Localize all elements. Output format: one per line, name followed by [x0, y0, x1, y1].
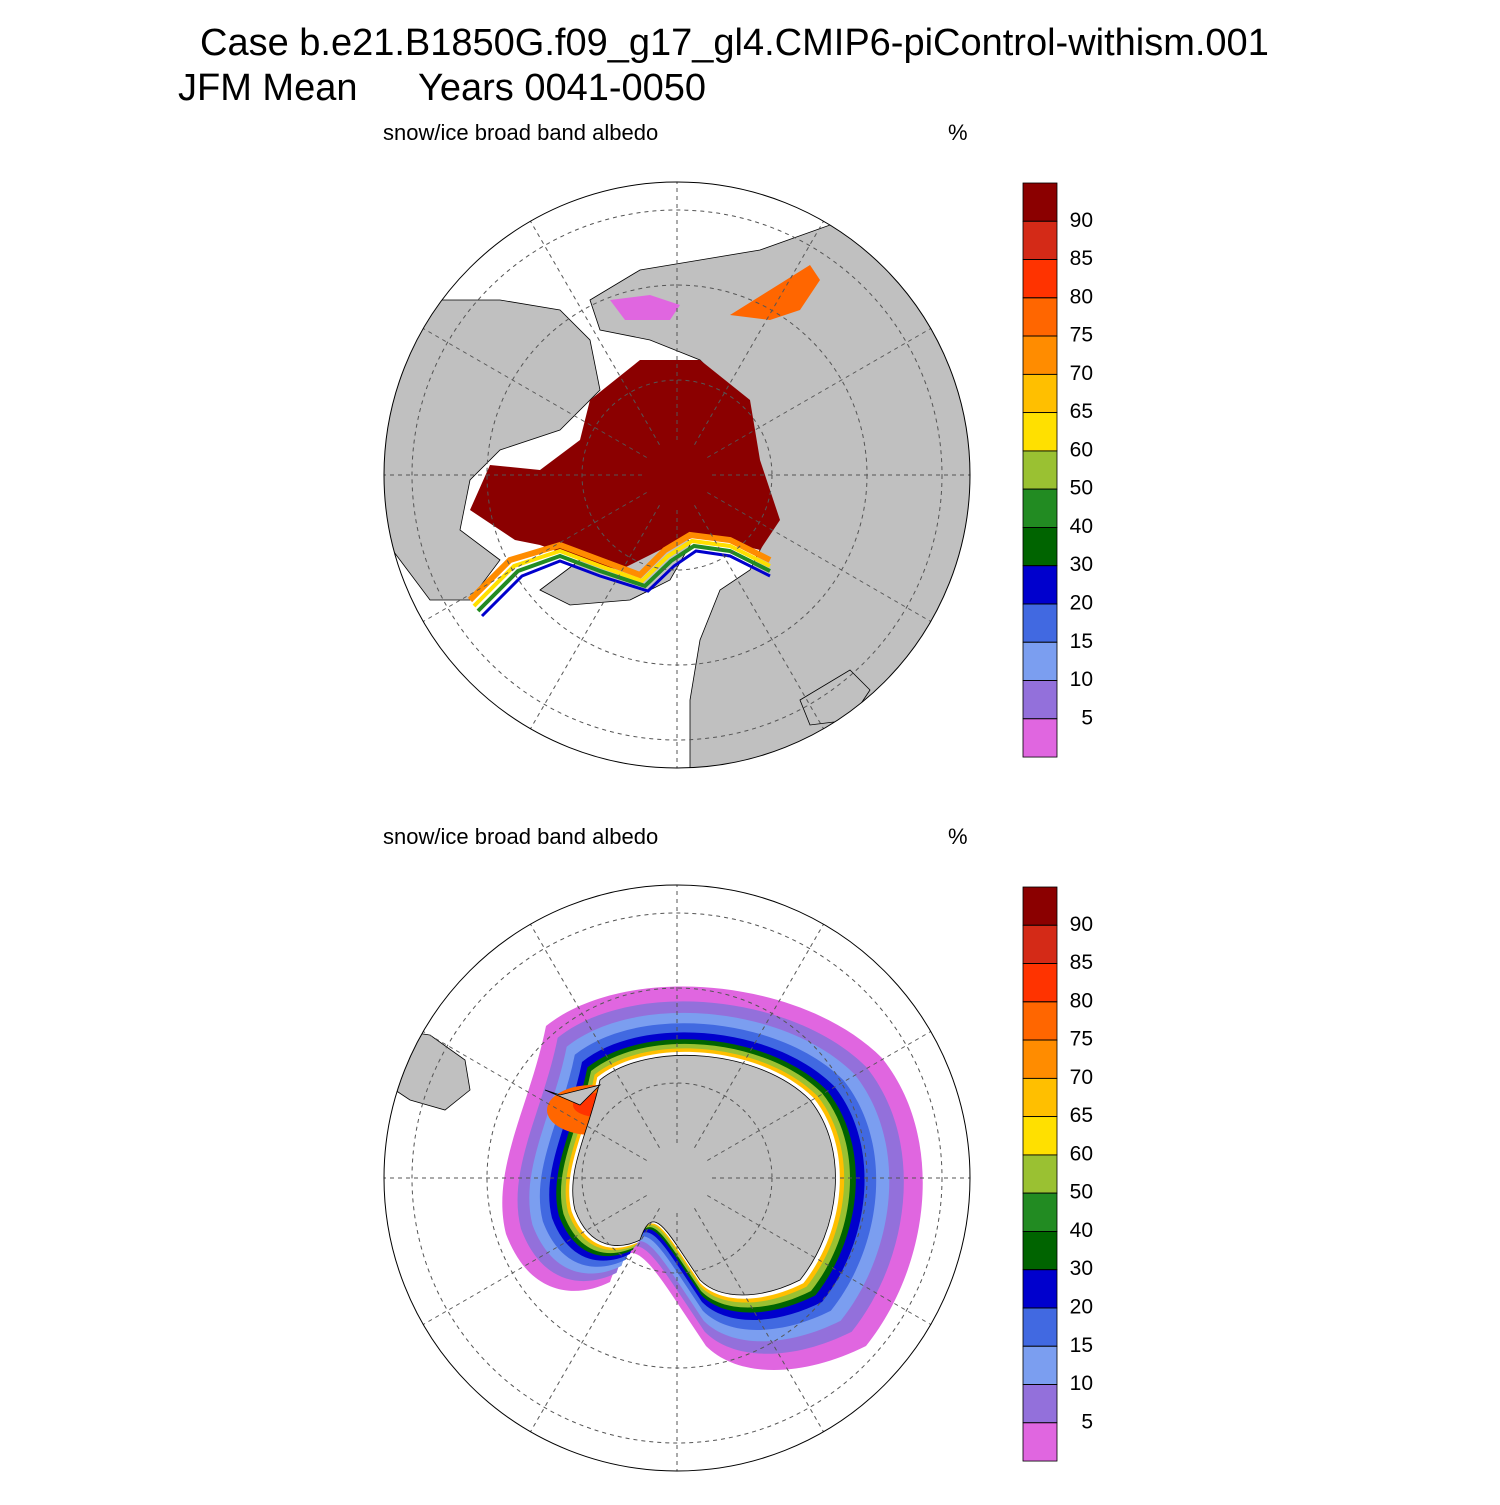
longitude-line [423, 328, 647, 458]
longitude-line [694, 505, 824, 729]
colorbar-label: 50 [1070, 477, 1093, 500]
colorbar-label: 90 [1070, 913, 1093, 936]
colorbar-label: 60 [1070, 438, 1093, 461]
colorbar-label: 20 [1070, 1296, 1093, 1319]
longitude-line [694, 1208, 824, 1432]
map-grid [384, 885, 970, 1471]
colorbar-box [1022, 718, 1058, 758]
colorbar-box [1022, 259, 1058, 299]
panel-units: % [948, 120, 968, 145]
colorbar-box [1022, 565, 1058, 605]
colorbar-label: 75 [1070, 1028, 1093, 1051]
colorbar-label: 30 [1070, 1257, 1093, 1280]
longitude-line [707, 1031, 931, 1161]
colorbar-label: 65 [1070, 1104, 1093, 1127]
colorbar-label: 40 [1070, 1219, 1093, 1242]
colorbar-label: 10 [1070, 668, 1093, 691]
colorbar-label: 75 [1070, 324, 1093, 347]
colorbar-label: 60 [1070, 1142, 1093, 1165]
colorbar-label: 50 [1070, 1181, 1093, 1204]
colorbar-label: 90 [1070, 209, 1093, 232]
colorbar-box [1022, 1039, 1058, 1079]
longitude-line [707, 1195, 931, 1325]
longitude-line [530, 505, 660, 729]
longitude-line [423, 492, 647, 622]
colorbar-box [1022, 1001, 1058, 1041]
ice-edge [472, 538, 771, 608]
sea-ice [610, 295, 680, 320]
longitude-line [694, 924, 824, 1148]
colorbar-label: 65 [1070, 400, 1093, 423]
longitude-line [423, 1195, 647, 1325]
ice-edge [476, 543, 771, 613]
colorbar-box [1022, 1154, 1058, 1194]
land [384, 289, 601, 601]
colorbar-box [1022, 886, 1058, 926]
colorbar-box [1022, 1192, 1058, 1232]
colorbar-label: 85 [1070, 247, 1093, 270]
sea-ice [470, 360, 780, 570]
longitude-line [530, 221, 660, 445]
colorbar-label: 70 [1070, 362, 1093, 385]
colorbar-box [1022, 641, 1058, 681]
colorbar-label: 15 [1070, 1334, 1093, 1357]
colorbar-box [1022, 924, 1058, 964]
longitude-line [707, 328, 931, 458]
colorbar-label: 10 [1070, 1372, 1093, 1395]
colorbar-label: 5 [1081, 1410, 1093, 1433]
ice-edge [480, 549, 771, 618]
colorbar-box [1022, 182, 1058, 222]
title-line2: Years 0041-0050 [418, 67, 706, 109]
sea-ice [730, 265, 820, 320]
longitude-line [694, 221, 824, 445]
colorbar-label: 70 [1070, 1066, 1093, 1089]
colorbar-box [1022, 220, 1058, 260]
panel-subtitle: snow/ice broad band albedo [383, 120, 658, 145]
ice-edge [467, 531, 772, 603]
colorbar-box [1022, 1345, 1058, 1385]
arctic-map [384, 224, 970, 768]
latitude-line [411, 209, 943, 741]
colorbar-box [1022, 1231, 1058, 1271]
colorbar-label: 85 [1070, 951, 1093, 974]
colorbar-box [1022, 450, 1058, 490]
colorbar-box [1022, 1422, 1058, 1462]
panel-subtitle: snow/ice broad band albedo [383, 824, 658, 849]
colorbar-box [1022, 1307, 1058, 1347]
colorbar-box [1022, 335, 1058, 375]
title-line1: Case b.e21.B1850G.f09_g17_gl4.CMIP6-piCo… [200, 22, 1269, 64]
land [544, 1054, 836, 1296]
colorbar-box [1022, 1269, 1058, 1309]
map-border [383, 181, 971, 769]
colorbar-box [1022, 488, 1058, 528]
colorbar-box [1022, 373, 1058, 414]
colorbar-label: 5 [1081, 706, 1093, 729]
map-border [383, 884, 971, 1472]
colorbar-label: 15 [1070, 630, 1093, 653]
colorbar-label: 40 [1070, 515, 1093, 538]
colorbar-box [1022, 1077, 1058, 1118]
title-line2: JFM Mean [178, 67, 357, 109]
longitude-line [530, 1208, 660, 1432]
colorbar-label: 80 [1070, 989, 1093, 1012]
colorbar-box [1022, 527, 1058, 567]
panel-units: % [948, 824, 968, 849]
colorbar-box [1022, 1116, 1058, 1156]
latitude-line [411, 912, 943, 1444]
colorbar-box [1022, 297, 1058, 337]
colorbar-box [1022, 680, 1058, 720]
colorbar-label: 30 [1070, 553, 1093, 576]
colorbar-box [1022, 1384, 1058, 1424]
colorbar-label: 80 [1070, 285, 1093, 308]
colorbar-box [1022, 963, 1058, 1003]
longitude-line [530, 924, 660, 1148]
map-grid [384, 182, 970, 768]
colorbar-box [1022, 603, 1058, 643]
colorbar-box [1022, 412, 1058, 452]
longitude-line [707, 492, 931, 622]
colorbar-label: 20 [1070, 592, 1093, 615]
longitude-line [423, 1031, 647, 1161]
